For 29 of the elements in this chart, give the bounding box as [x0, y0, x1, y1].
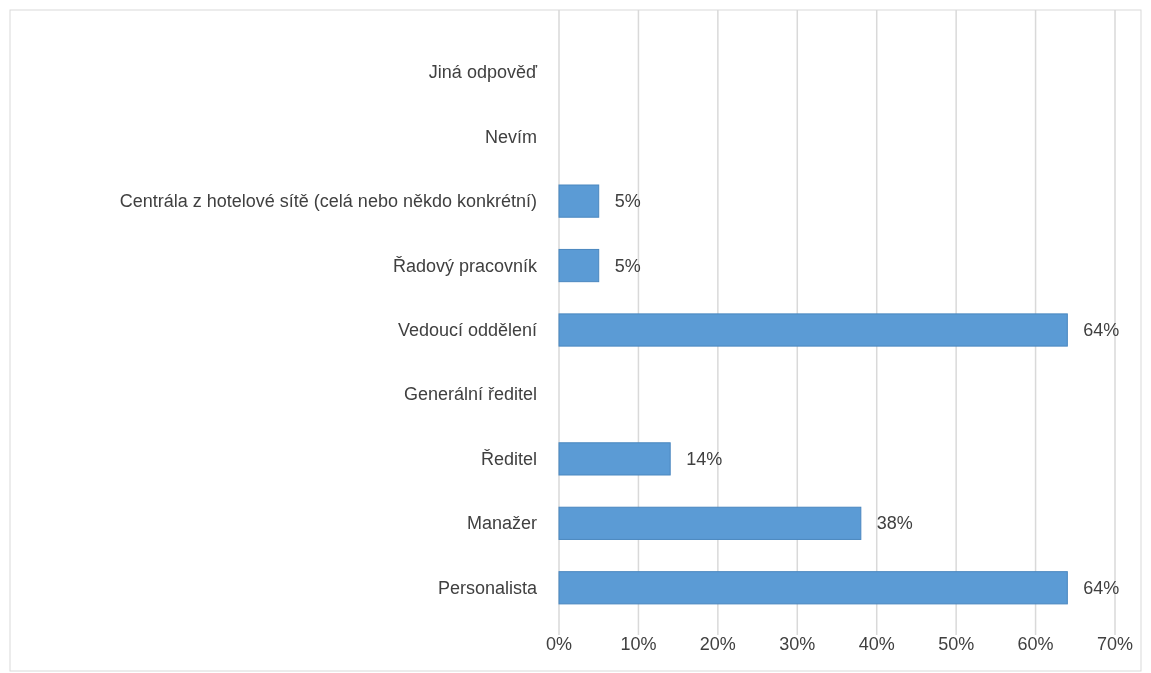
bar [558, 442, 671, 476]
y-tick-label: Manažer [466, 513, 538, 534]
y-tick-label: Centrála z hotelové sítě (celá nebo někdo konkrétní) [119, 191, 537, 212]
bar [558, 313, 1068, 347]
bar [558, 506, 862, 540]
y-tick-label: Nevím [484, 126, 537, 147]
data-label: 64% [1083, 320, 1120, 340]
x-tick-label: 70% [1096, 634, 1134, 654]
y-tick-label: Řadový pracovník [392, 255, 538, 276]
y-tick-label: Generální ředitel [403, 384, 537, 405]
x-tick-label: 20% [699, 634, 736, 654]
bar [558, 248, 600, 283]
x-tick-label: 30% [779, 634, 816, 654]
data-label: 38% [876, 513, 913, 534]
bar [558, 184, 600, 218]
y-tick-label: Personalista [437, 577, 538, 598]
data-label: 5% [614, 191, 641, 212]
y-tick-label: Jiná odpověď [428, 62, 538, 83]
data-label: 5% [614, 255, 641, 276]
x-tick-label: 0% [545, 634, 573, 654]
x-tick-label: 10% [620, 634, 657, 654]
x-tick-label: 50% [938, 634, 975, 654]
x-tick-label: 40% [858, 634, 895, 654]
data-label: 14% [686, 448, 723, 469]
y-tick-label: Ředitel [480, 448, 537, 469]
x-tick-label: 60% [1017, 634, 1054, 654]
data-label: 64% [1083, 577, 1120, 598]
bar [558, 571, 1068, 605]
y-tick-label: Vedoucí oddělení [397, 320, 537, 340]
